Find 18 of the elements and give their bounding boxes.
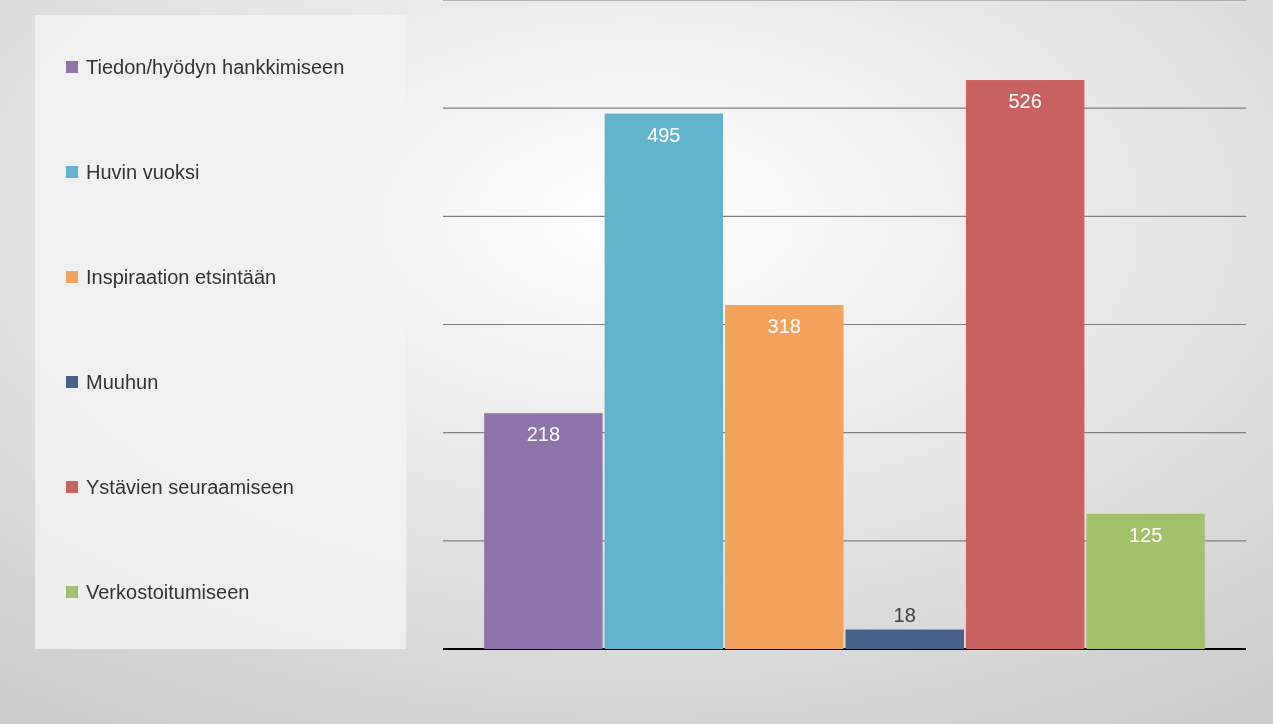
data-label: 218: [526, 423, 561, 446]
bar: [845, 629, 964, 649]
bar: [484, 413, 603, 649]
legend-label: Verkostoitumiseen: [86, 581, 250, 603]
data-label: 18: [893, 603, 916, 626]
data-label: 495: [647, 123, 681, 146]
legend-label: Ystävien seuraamiseen: [86, 476, 294, 498]
legend-label: Inspiraation etsintään: [86, 266, 277, 288]
bar: [604, 113, 724, 649]
data-label: 125: [1128, 523, 1163, 546]
bar: [1086, 513, 1205, 649]
data-label: 318: [767, 315, 801, 338]
legend-label: Tiedon/hyödyn hankkimiseen: [86, 56, 345, 78]
legend-label: Huvin vuoksi: [86, 161, 200, 183]
data-label: 526: [1008, 90, 1042, 113]
bar: [725, 305, 844, 649]
legend-label: Muuhun: [86, 371, 159, 393]
bar: [965, 80, 1085, 649]
